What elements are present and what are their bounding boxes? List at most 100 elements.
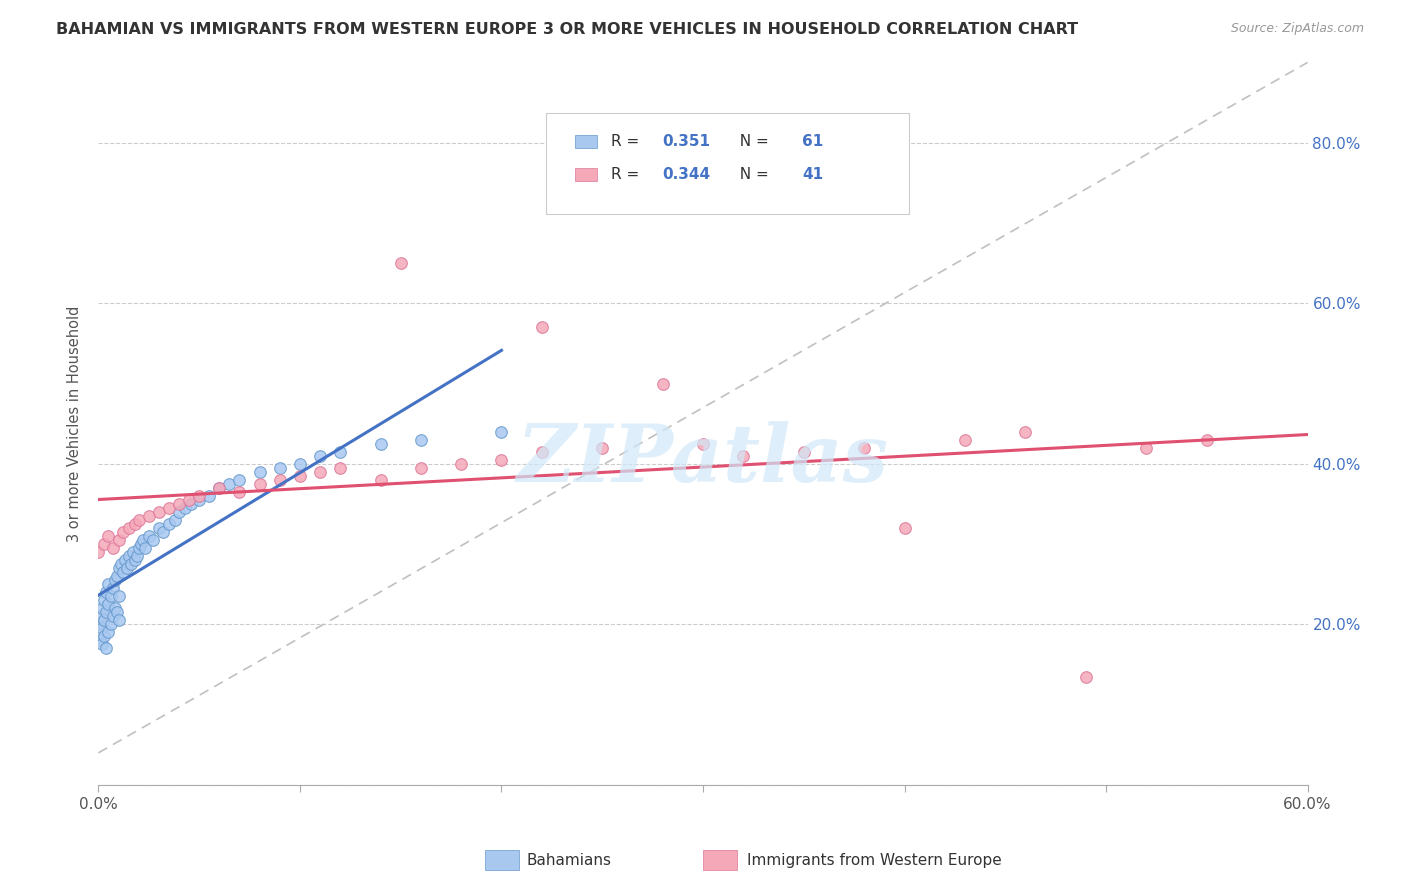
Point xyxy=(93,614,115,628)
Point xyxy=(370,473,392,487)
Point xyxy=(188,489,211,503)
Point xyxy=(174,500,197,515)
Point xyxy=(105,569,128,583)
Point xyxy=(179,492,201,507)
Point xyxy=(97,529,120,543)
Point xyxy=(409,433,432,447)
Point xyxy=(118,521,141,535)
Point xyxy=(115,561,138,575)
Point xyxy=(91,601,114,615)
Point xyxy=(132,533,155,547)
Point xyxy=(409,460,432,475)
Point xyxy=(110,557,132,571)
Point xyxy=(218,476,240,491)
Text: 0.351: 0.351 xyxy=(662,135,710,150)
Text: BAHAMIAN VS IMMIGRANTS FROM WESTERN EUROPE 3 OR MORE VEHICLES IN HOUSEHOLD CORRE: BAHAMIAN VS IMMIGRANTS FROM WESTERN EURO… xyxy=(56,22,1078,37)
Point xyxy=(93,537,115,551)
Text: 61: 61 xyxy=(803,135,824,150)
Point xyxy=(100,617,122,632)
Point xyxy=(134,541,156,555)
Point xyxy=(107,561,129,575)
Point xyxy=(329,445,352,458)
Point xyxy=(188,492,211,507)
Point xyxy=(329,460,352,475)
Point xyxy=(107,589,129,603)
Point xyxy=(148,505,170,519)
Point xyxy=(128,513,150,527)
Point xyxy=(97,598,120,612)
Point xyxy=(157,500,180,515)
Point xyxy=(87,617,110,632)
Point xyxy=(167,497,190,511)
Point xyxy=(97,625,120,640)
FancyBboxPatch shape xyxy=(575,168,596,181)
Point xyxy=(208,481,231,495)
Point xyxy=(111,524,134,539)
Point xyxy=(309,449,332,463)
Point xyxy=(853,441,876,455)
Point xyxy=(101,582,124,596)
FancyBboxPatch shape xyxy=(485,850,519,871)
Point xyxy=(96,641,118,656)
Y-axis label: 3 or more Vehicles in Household: 3 or more Vehicles in Household xyxy=(67,306,83,541)
Point xyxy=(1014,425,1036,439)
Point xyxy=(93,593,115,607)
Point xyxy=(101,609,124,624)
Point xyxy=(491,425,513,439)
Point xyxy=(692,436,714,450)
Point xyxy=(91,621,114,635)
Point xyxy=(138,508,160,523)
Text: Source: ZipAtlas.com: Source: ZipAtlas.com xyxy=(1230,22,1364,36)
Point xyxy=(111,566,134,580)
Point xyxy=(530,320,553,334)
Point xyxy=(105,605,128,619)
Point xyxy=(142,533,165,547)
Point xyxy=(370,436,392,450)
Point xyxy=(530,445,553,458)
Point xyxy=(138,529,160,543)
Point xyxy=(288,469,311,483)
Point xyxy=(591,441,613,455)
Point xyxy=(269,473,291,487)
Point xyxy=(793,445,815,458)
Point xyxy=(96,605,118,619)
Text: 41: 41 xyxy=(803,167,824,182)
Point xyxy=(107,614,129,628)
Point xyxy=(180,497,202,511)
Point xyxy=(101,541,124,555)
Point xyxy=(249,465,271,479)
FancyBboxPatch shape xyxy=(546,113,908,214)
Point xyxy=(91,637,114,651)
Point xyxy=(491,452,513,467)
FancyBboxPatch shape xyxy=(575,136,596,148)
Point xyxy=(118,549,141,564)
Point xyxy=(129,537,152,551)
Point xyxy=(89,633,111,648)
Point xyxy=(87,545,110,559)
Point xyxy=(120,557,142,571)
Point xyxy=(148,521,170,535)
Point xyxy=(121,545,143,559)
Point xyxy=(450,457,472,471)
Text: Immigrants from Western Europe: Immigrants from Western Europe xyxy=(747,853,1001,868)
Point xyxy=(103,601,125,615)
Point xyxy=(288,457,311,471)
Point xyxy=(198,489,221,503)
Text: 0.344: 0.344 xyxy=(662,167,710,182)
Point xyxy=(157,516,180,531)
Text: N =: N = xyxy=(730,135,773,150)
Point xyxy=(953,433,976,447)
Point xyxy=(100,589,122,603)
Point xyxy=(93,630,115,644)
Point xyxy=(114,553,136,567)
Point xyxy=(1074,669,1097,683)
Point xyxy=(97,577,120,591)
Point xyxy=(124,516,146,531)
Point xyxy=(125,549,148,564)
Point xyxy=(107,533,129,547)
Point xyxy=(128,541,150,555)
Point xyxy=(309,465,332,479)
Point xyxy=(96,585,118,599)
Point xyxy=(152,524,174,539)
Point xyxy=(893,521,915,535)
